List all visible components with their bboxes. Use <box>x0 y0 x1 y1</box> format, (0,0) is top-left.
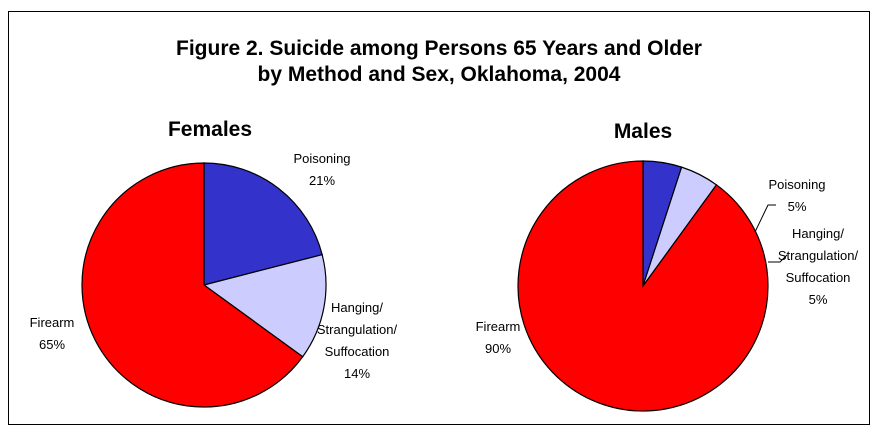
females-label-poisoning: Poisoning 21% <box>293 151 350 188</box>
males-label-poisoning: Poisoning 5% <box>768 177 825 214</box>
females-label-firearm: Firearm 65% <box>30 315 75 352</box>
males-label-firearm: Firearm 90% <box>476 319 521 356</box>
females-pie-title: Females <box>168 118 252 141</box>
females-pie: Poisoning 21% Hanging/Strangulation/Suffoc… <box>30 151 398 408</box>
chart-title-line-2: by Method and Sex, Oklahoma, 2004 <box>257 63 621 86</box>
males-slice-firearm <box>517 160 769 412</box>
females-label-hanging-strangulation-suffocation: Hanging/Strangulation/Suffocation 14% <box>317 300 398 381</box>
chart-title-line-1: Figure 2. Suicide among Persons 65 Years… <box>176 37 702 60</box>
males-label-hanging-strangulation-suffocation: Hanging/Strangulation/Suffocation 5% <box>778 226 859 307</box>
males-pie: Poisoning 5% Hanging/Strangulation/Suffoca… <box>476 160 859 412</box>
females-slice-firearm <box>81 162 304 408</box>
males-pie-title: Males <box>614 120 672 143</box>
males-leader-poisoning <box>754 204 776 233</box>
females-slice-poisoning <box>203 162 323 286</box>
males-leader-hanging-strangulation-suffocation <box>768 254 788 263</box>
females-slice-hanging-strangulation-suffocation <box>202 253 327 358</box>
